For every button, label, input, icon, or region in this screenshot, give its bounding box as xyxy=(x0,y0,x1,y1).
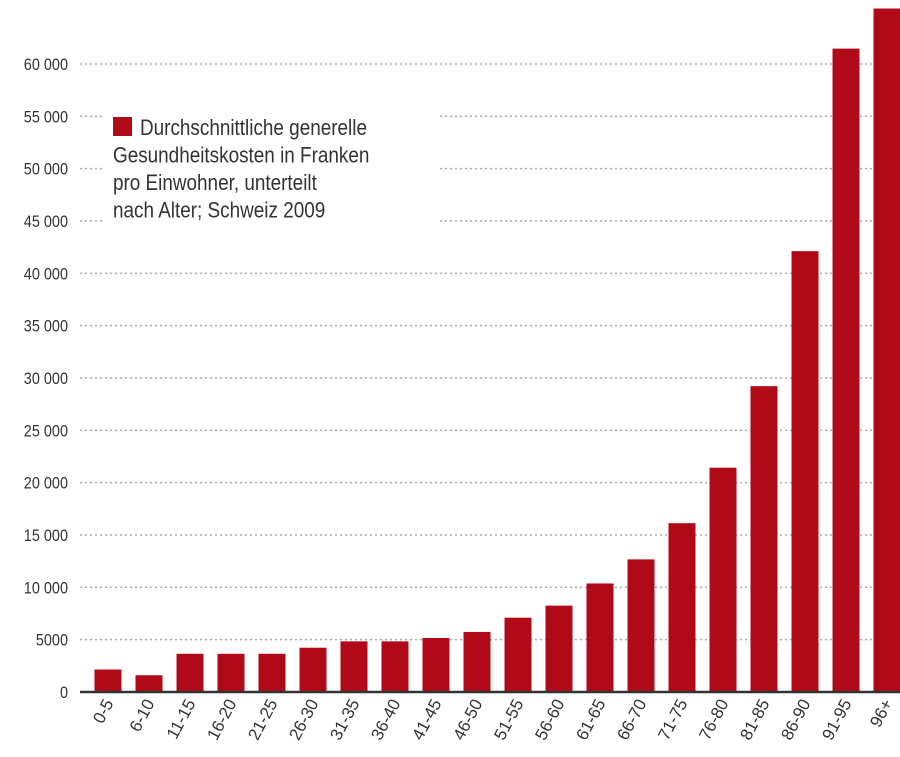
bar-11-15 xyxy=(176,653,204,692)
x-tick-label: 36-40 xyxy=(367,696,404,743)
y-tick-label: 15 000 xyxy=(24,527,68,545)
x-tick-label: 16-20 xyxy=(203,696,240,743)
bar-31-35 xyxy=(340,641,368,692)
x-tick-label: 26-30 xyxy=(285,696,322,743)
x-tick-label: 0-5 xyxy=(89,696,117,727)
y-tick-label: 40 000 xyxy=(24,265,68,283)
y-tick-label: 0 xyxy=(60,684,68,702)
bar-96+ xyxy=(873,8,900,692)
bar-56-60 xyxy=(545,605,573,692)
bar-36-40 xyxy=(381,641,409,692)
legend-bg xyxy=(105,100,440,248)
legend-text-line: pro Einwohner, unterteilt xyxy=(113,171,317,196)
bar-86-90 xyxy=(791,251,819,693)
x-tick-label: 61-65 xyxy=(572,696,609,743)
x-axis-labels: 0-5 6-10 11-15 16-20 21-25 26-30 31-35 36-40 41-… xyxy=(89,696,896,743)
y-tick-label: 20 000 xyxy=(24,475,68,493)
x-tick-label: 91-95 xyxy=(818,696,855,743)
x-tick-label: 81-85 xyxy=(736,696,773,743)
bar-21-25 xyxy=(258,653,286,692)
y-tick-label: 45 000 xyxy=(24,213,68,231)
bar-61-65 xyxy=(586,583,614,692)
bar-46-50 xyxy=(463,631,491,692)
y-tick-label: 55 000 xyxy=(24,108,68,126)
legend-text-line: Durchschnittliche generelle xyxy=(140,116,367,141)
y-tick-label: 25 000 xyxy=(24,422,68,440)
legend-text-line: nach Alter; Schweiz 2009 xyxy=(113,198,325,223)
y-tick-label: 50 000 xyxy=(24,161,68,179)
x-tick-label: 76-80 xyxy=(695,696,732,743)
bar-16-20 xyxy=(217,653,245,692)
y-tick-label: 35 000 xyxy=(24,318,68,336)
legend-swatch xyxy=(113,117,132,136)
x-tick-label: 96+ xyxy=(866,696,896,730)
x-tick-label: 41-45 xyxy=(408,696,445,743)
bar-26-30 xyxy=(299,647,327,692)
bars xyxy=(94,8,900,693)
x-tick-label: 86-90 xyxy=(777,696,814,743)
bar-0-5 xyxy=(94,669,122,692)
bar-81-85 xyxy=(750,386,778,692)
bar-91-95 xyxy=(832,48,860,692)
x-tick-label: 66-70 xyxy=(613,696,650,743)
x-tick-label: 21-25 xyxy=(244,696,281,743)
x-tick-label: 31-35 xyxy=(326,696,363,743)
x-tick-label: 51-55 xyxy=(490,696,527,743)
y-tick-label: 10 000 xyxy=(24,579,68,597)
legend: Durchschnittliche generelleGesundheitsko… xyxy=(105,100,440,248)
x-tick-label: 71-75 xyxy=(654,696,691,743)
legend-text-line: Gesundheitskosten in Franken xyxy=(113,143,369,168)
bar-6-10 xyxy=(135,675,163,692)
x-tick-label: 11-15 xyxy=(163,696,200,742)
y-tick-label: 60 000 xyxy=(24,56,68,74)
bar-76-80 xyxy=(709,467,737,692)
x-tick-label: 56-60 xyxy=(531,696,568,743)
bar-41-45 xyxy=(422,637,450,692)
y-tick-label: 30 000 xyxy=(24,370,68,388)
bar-71-75 xyxy=(668,523,696,692)
y-axis-ticks: 0 5000 10 000 15 000 20 000 25 000 30 000 35 00… xyxy=(24,56,68,702)
x-tick-label: 46-50 xyxy=(449,696,486,743)
bar-51-55 xyxy=(504,617,532,692)
x-tick-label: 6-10 xyxy=(126,696,159,735)
bar-66-70 xyxy=(627,559,655,692)
y-tick-label: 5000 xyxy=(36,632,68,650)
